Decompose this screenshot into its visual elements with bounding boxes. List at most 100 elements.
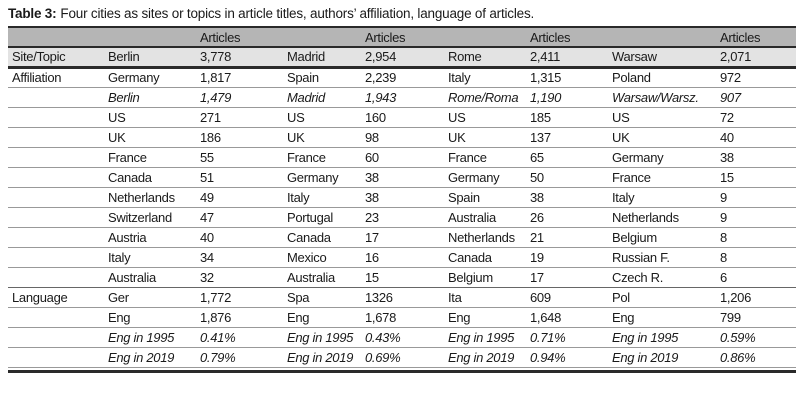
value-cell: 40 — [200, 227, 287, 248]
value-cell: 185 — [530, 107, 612, 128]
section-label — [8, 127, 108, 148]
articles-header-cell: Articles — [200, 27, 287, 48]
article-cities-table: Articles Articles Articles Articles Site… — [8, 26, 796, 368]
name-cell: Netherlands — [612, 207, 720, 228]
articles-header-empty-cell — [612, 27, 720, 48]
section-label — [8, 267, 108, 288]
section-label — [8, 327, 108, 348]
name-cell: Eng — [448, 307, 530, 328]
name-cell: Eng in 1995 — [612, 327, 720, 348]
articles-header-row: Articles Articles Articles Articles — [8, 27, 796, 48]
name-cell: Netherlands — [108, 187, 200, 208]
name-cell: Eng — [612, 307, 720, 328]
section-label — [8, 227, 108, 248]
section-label — [8, 107, 108, 128]
name-cell: Australia — [108, 267, 200, 288]
value-cell: 26 — [530, 207, 612, 228]
name-cell: Ita — [448, 287, 530, 308]
value-cell: 38 — [720, 147, 796, 168]
value-cell: 60 — [365, 147, 448, 168]
table-row: Site/Topic Berlin 3,778 Madrid 2,954 Rome 2,41… — [8, 47, 796, 69]
value-cell: 15 — [365, 267, 448, 288]
section-label — [8, 207, 108, 228]
value-cell: 1,648 — [530, 307, 612, 328]
section-label — [8, 87, 108, 108]
name-cell: Spain — [287, 67, 365, 88]
table-container: Articles Articles Articles Articles Site… — [8, 26, 796, 373]
caption-label: Table 3: — [8, 6, 57, 21]
table-row: Australia 32 Australia 15 Belgium 17 Czech R. 6 — [8, 267, 796, 288]
section-label: Language — [8, 287, 108, 308]
name-cell: UK — [448, 127, 530, 148]
name-cell: Eng in 2019 — [287, 347, 365, 368]
table-row: Canada 51 Germany 38 Germany 50 France 15 — [8, 167, 796, 188]
value-cell: 907 — [720, 87, 796, 108]
articles-header-empty-cell — [448, 27, 530, 48]
value-cell: 1,678 — [365, 307, 448, 328]
value-cell: 8 — [720, 227, 796, 248]
table-row: Affiliation Germany 1,817 Spain 2,239 Italy 1,… — [8, 67, 796, 88]
name-cell: Rome/Roma — [448, 87, 530, 108]
value-cell: 609 — [530, 287, 612, 308]
value-cell: 17 — [365, 227, 448, 248]
value-cell: 1,876 — [200, 307, 287, 328]
value-cell: 15 — [720, 167, 796, 188]
value-cell: 50 — [530, 167, 612, 188]
table-row: Berlin 1,479 Madrid 1,943 Rome/Roma 1,190 Wars… — [8, 87, 796, 108]
value-cell: 49 — [200, 187, 287, 208]
name-cell: US — [612, 107, 720, 128]
articles-header-empty-cell — [8, 27, 108, 48]
value-cell: 0.43% — [365, 327, 448, 348]
name-cell: Italy — [612, 187, 720, 208]
name-cell: Ger — [108, 287, 200, 308]
name-cell: Spa — [287, 287, 365, 308]
section-label — [8, 167, 108, 188]
value-cell: 2,239 — [365, 67, 448, 88]
table-body: Articles Articles Articles Articles Site… — [8, 27, 796, 368]
name-cell: Germany — [287, 167, 365, 188]
name-cell: France — [448, 147, 530, 168]
name-cell: Eng in 1995 — [448, 327, 530, 348]
value-cell: 19 — [530, 247, 612, 268]
value-cell: 271 — [200, 107, 287, 128]
name-cell: UK — [287, 127, 365, 148]
table-row: Language Ger 1,772 Spa 1326 Ita 609 Pol 1,206 — [8, 287, 796, 308]
value-cell: 8 — [720, 247, 796, 268]
name-cell: Eng — [108, 307, 200, 328]
section-label — [8, 147, 108, 168]
value-cell: 40 — [720, 127, 796, 148]
name-cell: Italy — [448, 67, 530, 88]
value-cell: 38 — [365, 187, 448, 208]
value-cell: 1,479 — [200, 87, 287, 108]
table-caption: Table 3: Four cities as sites or topics i… — [0, 0, 800, 26]
value-cell: 1326 — [365, 287, 448, 308]
name-cell: UK — [612, 127, 720, 148]
name-cell: Netherlands — [448, 227, 530, 248]
value-cell: 65 — [530, 147, 612, 168]
value-cell: 0.69% — [365, 347, 448, 368]
value-cell: 51 — [200, 167, 287, 188]
name-cell: Germany — [612, 147, 720, 168]
value-cell: 1,190 — [530, 87, 612, 108]
value-cell: 2,411 — [530, 47, 612, 69]
section-label — [8, 187, 108, 208]
value-cell: 2,071 — [720, 47, 796, 69]
value-cell: 17 — [530, 267, 612, 288]
value-cell: 1,817 — [200, 67, 287, 88]
name-cell: Australia — [448, 207, 530, 228]
articles-header-cell: Articles — [720, 27, 796, 48]
name-cell: Canada — [108, 167, 200, 188]
name-cell: Czech R. — [612, 267, 720, 288]
name-cell: Russian F. — [612, 247, 720, 268]
value-cell: 9 — [720, 207, 796, 228]
name-cell: Mexico — [287, 247, 365, 268]
name-cell: UK — [108, 127, 200, 148]
name-cell: Berlin — [108, 87, 200, 108]
name-cell: Poland — [612, 67, 720, 88]
value-cell: 98 — [365, 127, 448, 148]
table-row: Netherlands 49 Italy 38 Spain 38 Italy 9 — [8, 187, 796, 208]
name-cell: Pol — [612, 287, 720, 308]
value-cell: 9 — [720, 187, 796, 208]
name-cell: Germany — [448, 167, 530, 188]
name-cell: Switzerland — [108, 207, 200, 228]
